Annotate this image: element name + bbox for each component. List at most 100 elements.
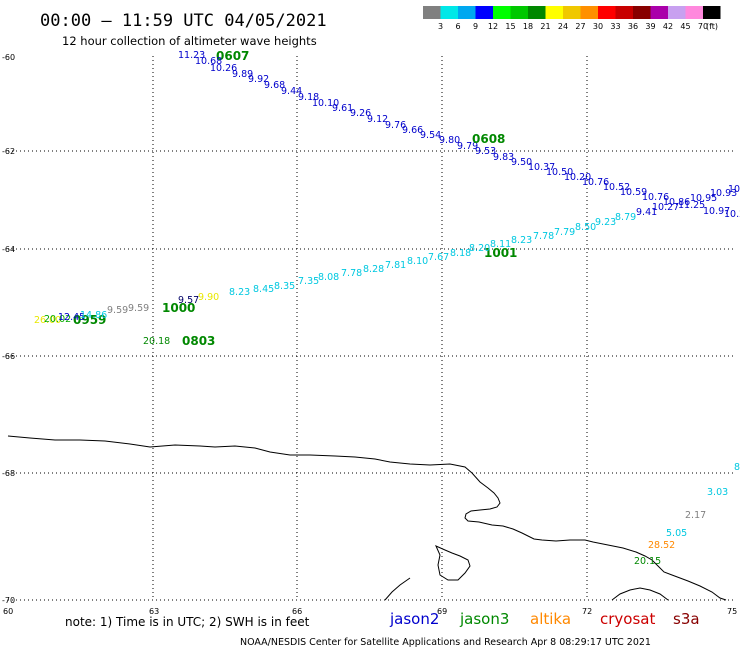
map-frame <box>8 56 736 600</box>
colorbar-swatch <box>685 6 703 19</box>
swh-value: 10.20 <box>564 172 591 183</box>
swh-value: 28.52 <box>648 540 675 551</box>
lat-label: -68 <box>2 469 15 478</box>
track-time-label: 0607 <box>216 49 249 63</box>
swh-value: 9.80 <box>439 135 460 146</box>
coastline <box>7 435 727 601</box>
lon-label: 63 <box>149 607 159 616</box>
colorbar-label: 33 <box>610 22 620 31</box>
colorbar-label: 21 <box>540 22 550 31</box>
colorbar-label: 42 <box>663 22 673 31</box>
swh-value: 9.50 <box>511 157 532 168</box>
track-time-label: 0803 <box>182 334 215 348</box>
colorbar-swatch <box>668 6 686 19</box>
colorbar-label: 39 <box>645 22 655 31</box>
map-subtitle: 12 hour collection of altimeter wave hei… <box>62 34 317 48</box>
satellite-name: jason2 <box>389 610 439 628</box>
swh-value: 8.45 <box>253 284 274 295</box>
colorbar-label: 3 <box>438 22 443 31</box>
swh-value: 9.79 <box>457 141 478 152</box>
track-time-label: 1001 <box>484 246 517 260</box>
lat-label: -70 <box>2 596 15 605</box>
swh-value: 10.95 <box>690 193 717 204</box>
lat-label: -66 <box>2 352 15 361</box>
colorbar-swatch <box>703 6 721 19</box>
colorbar-swatch <box>528 6 546 19</box>
swh-value: 10.97 <box>703 206 730 217</box>
swh-value: 10.86 <box>663 197 690 208</box>
swh-value: 8.35 <box>274 281 295 292</box>
swh-value: 11.23 <box>178 50 205 61</box>
colorbar-swatch <box>633 6 651 19</box>
lat-label: -62 <box>2 147 15 156</box>
swh-value: 11.25 <box>678 200 705 211</box>
colorbar-label: 27 <box>575 22 585 31</box>
swh-value: 7.81 <box>385 260 406 271</box>
swh-value: 9.54 <box>420 130 441 141</box>
swh-value: 10.98 <box>728 184 740 195</box>
colorbar-swatch <box>475 6 493 19</box>
colorbar-swatch <box>598 6 616 19</box>
swh-value: 14.86 <box>80 310 107 321</box>
swh-value: 8.28 <box>363 264 384 275</box>
swh-value: 20.18 <box>143 336 170 347</box>
lon-label: 60 <box>3 607 13 616</box>
swh-value: 9.83 <box>493 152 514 163</box>
colorbar-swatch <box>510 6 528 19</box>
swh-value: 8.79 <box>615 212 636 223</box>
colorbar-label: 6 <box>455 22 460 31</box>
colorbar-swatch <box>650 6 668 19</box>
swh-value: 8.20 <box>469 243 490 254</box>
track-0607: 0607 11.23 10.68 10.26 9.89 9.92 9.68 9.… <box>178 49 740 217</box>
footer-note: note: 1) Time is in UTC; 2) SWH is in fe… <box>65 615 310 629</box>
swh-value: 9.61 <box>332 103 353 114</box>
colorbar-swatch <box>458 6 476 19</box>
satellite-name: altika <box>530 610 571 628</box>
colorbar-label: 45 <box>680 22 690 31</box>
track-1001: 1001 9.57 9.90 8.23 8.45 8.35 7.35 8.08 … <box>178 200 740 306</box>
swh-value: 5.05 <box>666 528 687 539</box>
swh-value: 10.26 <box>210 63 237 74</box>
colorbar-swatch <box>563 6 581 19</box>
coastline-main <box>7 435 727 601</box>
lon-label: 66 <box>292 607 302 616</box>
southeast-values: 8 3.03 2.17 5.05 28.52 20.15 <box>634 462 740 567</box>
map-title: 00:00 – 11:59 UTC 04/05/2021 <box>40 11 327 31</box>
swh-value: 7.78 <box>341 268 362 279</box>
swh-value: 20.15 <box>634 556 661 567</box>
swh-value: 10.52 <box>603 182 630 193</box>
swh-value: 9.23 <box>595 217 616 228</box>
swh-value: 10.10 <box>312 98 339 109</box>
swh-value: 9.41 <box>636 207 657 218</box>
colorbar-label: 15 <box>505 22 515 31</box>
credit-line: NOAA/NESDIS Center for Satellite Applica… <box>240 637 651 648</box>
satellite-name: s3a <box>673 610 700 628</box>
swh-value: 9.59 <box>107 305 128 316</box>
swh-value: 7.79 <box>554 227 575 238</box>
swh-value: 8.08 <box>318 272 339 283</box>
track-time-label: 0959 <box>73 313 106 327</box>
swh-value: 9.92 <box>248 74 269 85</box>
lat-labels: -60 -62 -64 -66 -68 -70 <box>2 53 15 605</box>
swh-value: 7.67 <box>428 252 449 263</box>
swh-value: 8.23 <box>229 287 250 298</box>
lon-labels: 60 63 66 69 72 75 <box>3 607 737 616</box>
swh-value: 26.00 <box>34 315 61 326</box>
swh-value: 3.03 <box>707 487 728 498</box>
colorbar-swatch <box>440 6 458 19</box>
swh-value: 10.27 <box>652 202 679 213</box>
swh-value: 9.68 <box>264 80 285 91</box>
island <box>435 545 471 581</box>
satellite-name: cryosat <box>600 610 655 628</box>
swh-value: 9.12 <box>367 114 388 125</box>
satellite-name: jason3 <box>459 610 509 628</box>
swh-value: 9.90 <box>198 292 219 303</box>
swh-value: 8.23 <box>511 235 532 246</box>
swh-value: 7.35 <box>298 276 319 287</box>
colorbar-legend: 3 6 9 12 15 18 21 24 27 30 33 36 39 42 45 70(ft) <box>423 6 721 31</box>
swh-value: 10.93 <box>710 188 737 199</box>
track-time-label: 0608 <box>472 132 505 146</box>
coastline-inlet <box>384 577 411 601</box>
swh-value: 8 <box>734 462 740 473</box>
